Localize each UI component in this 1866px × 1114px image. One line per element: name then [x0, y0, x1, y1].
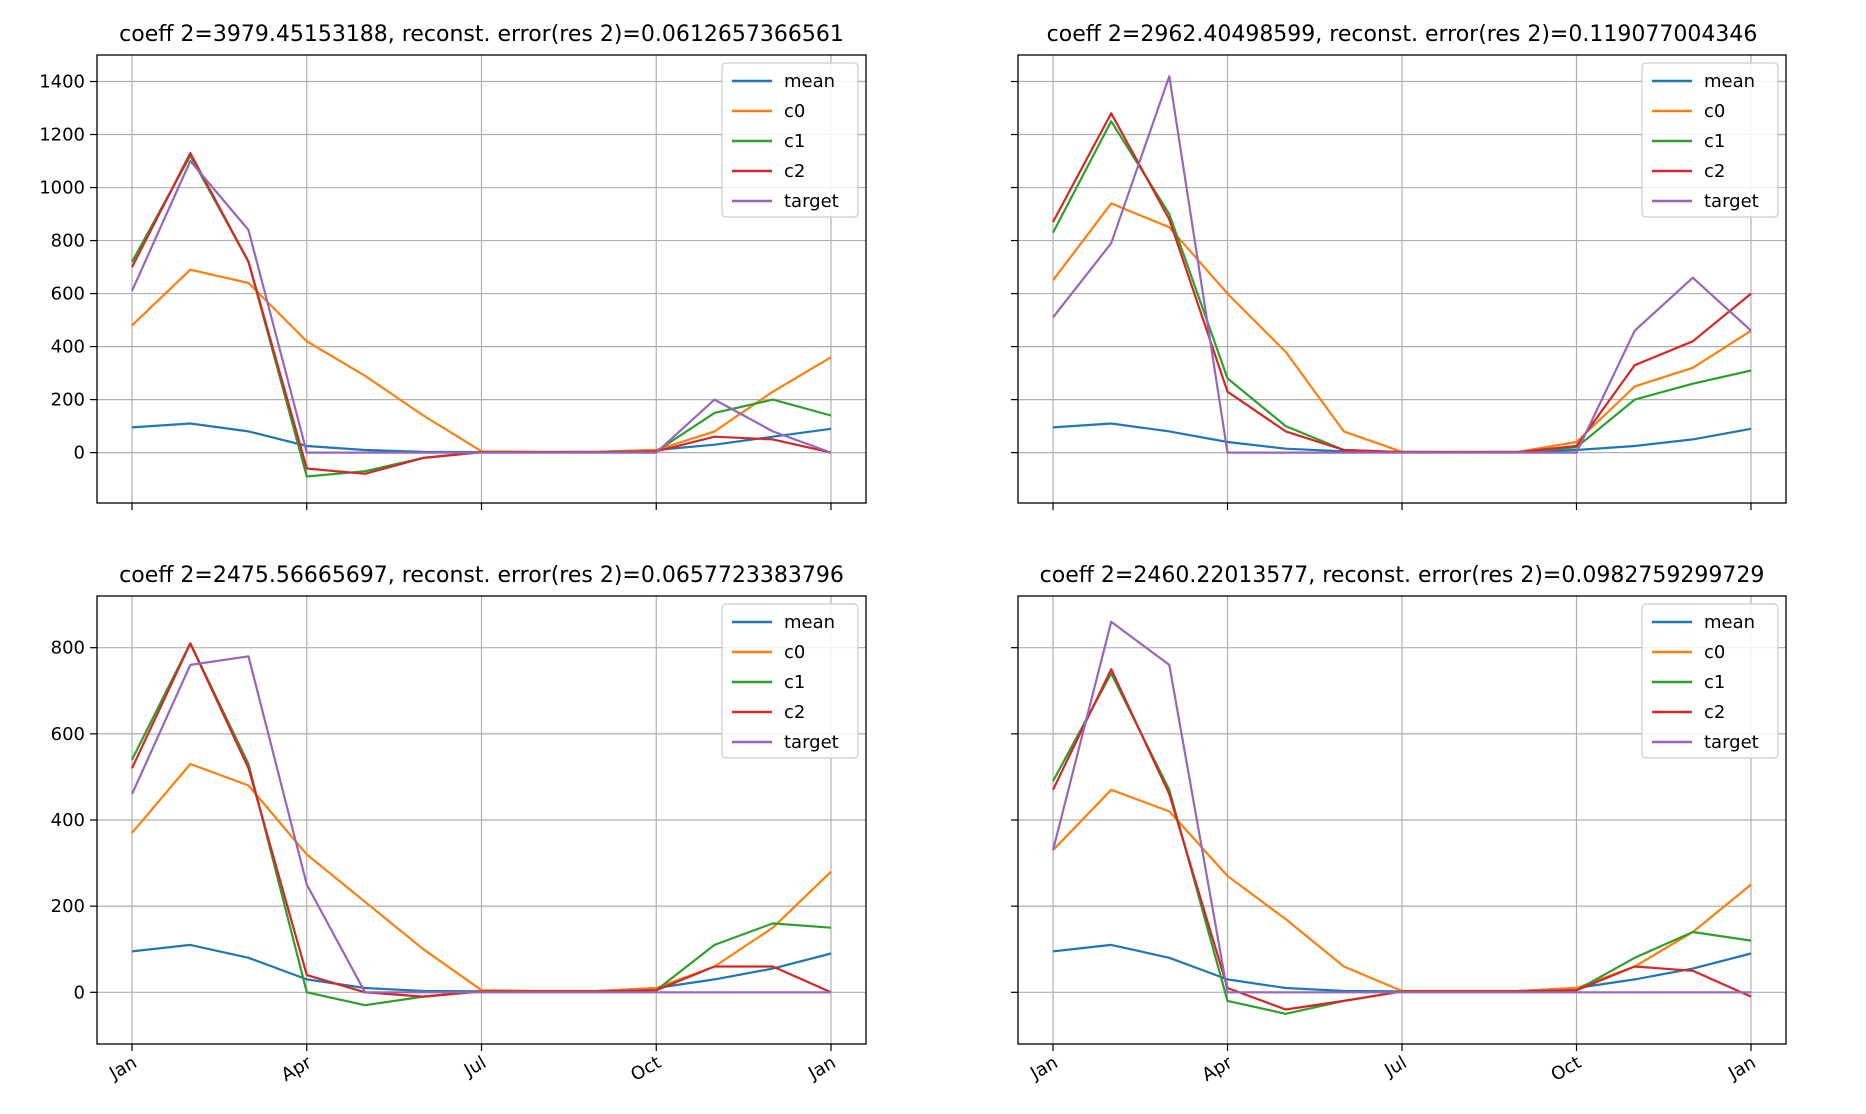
x-tick-label: Jan — [1724, 1052, 1759, 1085]
legend-label-c0: c0 — [784, 642, 805, 663]
x-tick-label: Jan — [105, 1052, 140, 1085]
y-tick-label: 200 — [51, 896, 85, 917]
legend-label-c2: c2 — [1704, 702, 1725, 723]
legend-label-c2: c2 — [784, 702, 805, 723]
y-tick-label: 600 — [51, 724, 85, 745]
legend-label-target: target — [1704, 191, 1759, 212]
y-tick-label: 800 — [51, 638, 85, 659]
legend-label-mean: mean — [784, 612, 835, 633]
y-tick-label: 400 — [51, 337, 85, 358]
legend: mean c0 c1 c2 target — [721, 603, 859, 759]
series-line-target — [130, 655, 831, 994]
series-line-target — [1052, 75, 1752, 454]
legend-label-c2: c2 — [1704, 161, 1725, 182]
y-tick-label: 0 — [74, 443, 85, 464]
y-tick-label: 1000 — [39, 178, 85, 199]
legend-box — [1641, 62, 1779, 218]
x-tick-label: Jan — [804, 1052, 839, 1085]
legend-label-c1: c1 — [1704, 131, 1725, 152]
subplot-title: coeff 2=2962.40498599, reconst. error(re… — [1047, 22, 1758, 47]
y-tick-label: 200 — [51, 390, 85, 411]
y-tick-label: 600 — [51, 284, 85, 305]
subplot-4: Jan Apr Jul Oct Jan coeff 2=2460.22013577, re… — [1011, 563, 1787, 1086]
subplot-2: coeff 2=2962.40498599, reconst. error(re… — [1011, 22, 1787, 510]
legend: mean c0 c1 c2 target — [721, 62, 859, 218]
x-tick-label: Jul — [1380, 1052, 1410, 1082]
subplot-title: coeff 2=2475.56665697, reconst. error(re… — [119, 563, 844, 588]
subplot-title: coeff 2=2460.22013577, reconst. error(re… — [1040, 563, 1765, 588]
legend-label-c1: c1 — [1704, 672, 1725, 693]
subplot-title: coeff 2=3979.45153188, reconst. error(re… — [119, 22, 844, 47]
legend-label-mean: mean — [1704, 71, 1755, 92]
legend-label-c0: c0 — [784, 101, 805, 122]
legend-label-c0: c0 — [1704, 642, 1725, 663]
legend-label-c1: c1 — [784, 131, 805, 152]
x-tick-label: Jan — [1026, 1052, 1061, 1085]
legend-box — [721, 603, 859, 759]
legend-label-target: target — [1704, 732, 1759, 753]
series-line-target — [1051, 620, 1751, 994]
x-tick-label: Oct — [1548, 1052, 1585, 1086]
y-tick-label: 800 — [51, 231, 85, 252]
legend-label-mean: mean — [784, 71, 835, 92]
y-tick-label: 1200 — [39, 125, 85, 146]
y-tick-label: 0 — [74, 982, 85, 1003]
legend: mean c0 c1 c2 target — [1641, 62, 1779, 218]
legend-label-c2: c2 — [784, 161, 805, 182]
y-tick-label: 400 — [51, 810, 85, 831]
legend-label-target: target — [784, 732, 839, 753]
legend: mean c0 c1 c2 target — [1641, 603, 1779, 759]
subplot-1: 0 200 400 600 800 1000 1200 1400 coeff 2=3979.45… — [39, 22, 867, 510]
x-tick-label: Jul — [460, 1052, 490, 1082]
x-tick-label: Apr — [1199, 1052, 1237, 1086]
legend-box — [721, 62, 859, 218]
x-tick-label: Apr — [278, 1052, 316, 1086]
legend-label-c1: c1 — [784, 672, 805, 693]
legend-label-c0: c0 — [1704, 101, 1725, 122]
y-tick-label: 1400 — [39, 72, 85, 93]
legend-box — [1641, 603, 1779, 759]
subplot-3: 0 200 400 600 800 Jan Apr Jul Oct Jan coeff 2=2475… — [51, 563, 867, 1086]
x-tick-label: Oct — [627, 1052, 664, 1086]
legend-label-target: target — [784, 191, 839, 212]
legend-label-mean: mean — [1704, 612, 1755, 633]
series-line-target — [130, 159, 832, 454]
